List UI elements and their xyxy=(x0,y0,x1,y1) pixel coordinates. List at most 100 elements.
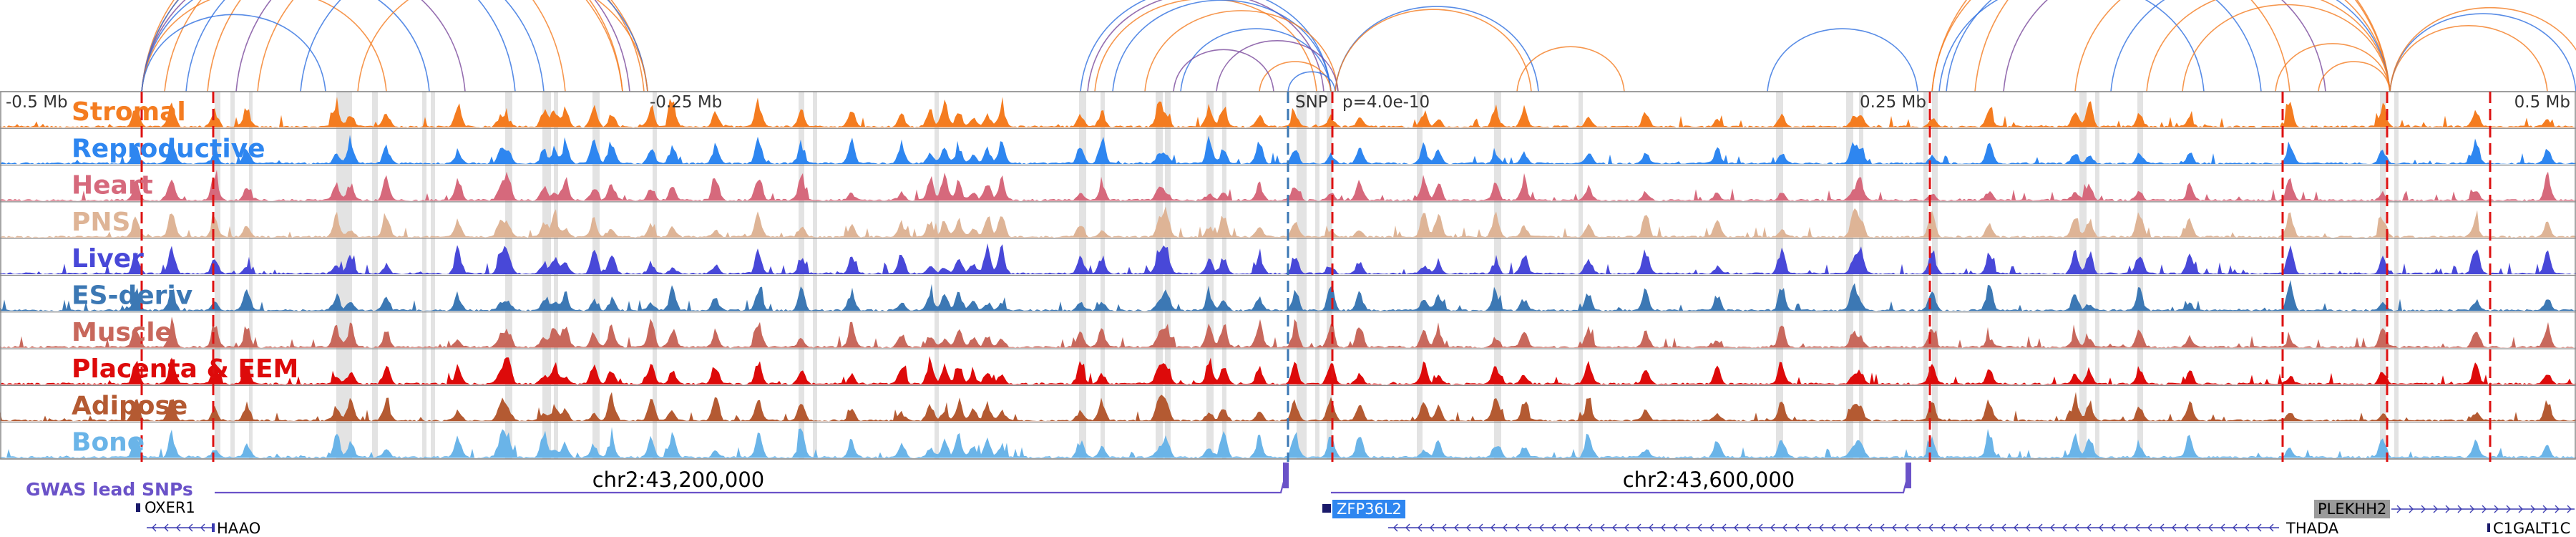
strand-arrow xyxy=(1855,523,1860,532)
track-label: PNS xyxy=(72,208,130,237)
strand-arrow xyxy=(2433,505,2438,513)
strand-arrow xyxy=(2026,523,2031,532)
strand-arrow xyxy=(2014,523,2019,532)
scale-axis: -0.5 Mb -0.25 Mb 0.25 Mb 0.5 Mb SNP p=4.0e-10 xyxy=(6,93,2570,112)
strand-arrow xyxy=(1515,523,1520,532)
strand-arrow xyxy=(200,523,205,532)
gwas-snp-marker xyxy=(1906,463,1911,488)
axis-tick-label: 0.25 Mb xyxy=(1860,93,1926,112)
strand-arrow xyxy=(1661,523,1666,532)
dashed-markers-layer xyxy=(140,92,2492,462)
strand-arrow xyxy=(1770,523,1775,532)
strand-arrow xyxy=(1393,523,1398,532)
strand-arrow xyxy=(2050,523,2055,532)
strand-arrow xyxy=(1405,523,1410,532)
strand-arrow xyxy=(1904,523,1909,532)
strand-arrow xyxy=(2457,505,2462,513)
loop-arc xyxy=(2074,0,2391,92)
strand-arrow xyxy=(1600,523,1605,532)
strand-arrow xyxy=(2421,505,2426,513)
strand-arrow xyxy=(1892,523,1897,532)
strand-arrow xyxy=(1989,523,1994,532)
strand-arrow xyxy=(1965,523,1970,532)
strand-arrow xyxy=(1636,523,1641,532)
gene-exon xyxy=(1322,504,1331,513)
track-labels-layer: Stromal Reproductive Heart PNS Liver ES-deriv… xyxy=(72,97,298,458)
track-es-deriv xyxy=(0,274,2576,311)
gwas-snp-marker xyxy=(1283,463,1289,488)
track-label: Reproductive xyxy=(72,134,265,163)
strand-arrow xyxy=(1722,523,1727,532)
strand-arrow xyxy=(188,523,193,532)
loop-arc xyxy=(357,0,648,92)
signal-area xyxy=(0,135,2576,165)
loop-arc xyxy=(141,14,326,92)
strand-arrow xyxy=(2147,523,2152,532)
strand-arrow xyxy=(1941,523,1946,532)
strand-arrow xyxy=(1709,523,1714,532)
strand-arrow xyxy=(2269,523,2274,532)
strand-arrow xyxy=(1588,523,1593,532)
loop-arc xyxy=(1335,6,1539,92)
strand-arrow xyxy=(2396,505,2401,513)
track-label: Heart xyxy=(72,171,153,200)
track-label: Liver xyxy=(72,244,144,274)
track-placenta-eem xyxy=(0,348,2576,384)
axis-tick-label: 0.5 Mb xyxy=(2514,93,2570,112)
strand-arrow xyxy=(1868,523,1873,532)
strand-arrow xyxy=(1697,523,1702,532)
loop-arc xyxy=(1259,61,1332,92)
strand-arrow xyxy=(1442,523,1447,532)
track-label: ES-deriv xyxy=(72,281,192,311)
coord-label: chr2:43,200,000 xyxy=(592,468,765,492)
loop-arc xyxy=(2389,13,2576,92)
strand-arrow xyxy=(1491,523,1496,532)
track-label: Muscle xyxy=(72,318,172,347)
strand-arrow xyxy=(2099,523,2104,532)
loop-arc xyxy=(2182,4,2391,92)
strand-arrow xyxy=(1953,523,1958,532)
gene-label-zfp36l2: ZFP36L2 xyxy=(1337,500,1402,518)
coord-label: chr2:43,600,000 xyxy=(1623,468,1795,492)
strand-arrow xyxy=(2111,523,2116,532)
strand-arrow xyxy=(1418,523,1423,532)
loop-arc xyxy=(1767,28,1918,92)
loop-arc xyxy=(1216,40,1339,92)
strand-arrow xyxy=(2506,505,2511,513)
gene-exon xyxy=(2487,523,2490,532)
strand-arrow xyxy=(1977,523,1982,532)
loop-arc xyxy=(141,0,387,92)
loop-arc xyxy=(257,0,645,92)
loop-arc xyxy=(235,0,630,92)
gene-label-oxer1: OXER1 xyxy=(145,499,195,516)
strand-arrow xyxy=(2172,523,2177,532)
strand-arrow xyxy=(1527,523,1532,532)
gwas-connector xyxy=(1331,465,1912,494)
strand-arrow xyxy=(2074,523,2079,532)
strand-arrow xyxy=(1466,523,1471,532)
strand-arrow xyxy=(1758,523,1763,532)
strand-arrow xyxy=(2482,505,2487,513)
loop-arc xyxy=(300,0,648,92)
strand-arrow xyxy=(2530,505,2535,513)
strand-arrow xyxy=(1624,523,1629,532)
track-label: Bone xyxy=(72,428,145,458)
loop-arc xyxy=(1094,0,1317,92)
strand-arrow xyxy=(2208,523,2213,532)
strand-arrow xyxy=(1478,523,1483,532)
loop-arc xyxy=(1287,71,1336,92)
gene-highlight-box xyxy=(2314,500,2390,518)
strand-arrow xyxy=(1685,523,1690,532)
gene-exon xyxy=(212,523,215,532)
track-label: Placenta & EEM xyxy=(72,354,298,384)
loop-arc xyxy=(1946,0,2262,92)
strand-arrow xyxy=(2494,505,2499,513)
loop-arc xyxy=(141,0,566,92)
strand-arrow xyxy=(164,523,169,532)
loop-arc xyxy=(2110,0,2391,92)
snp-label: SNP xyxy=(1295,93,1328,112)
strand-arrow xyxy=(2087,523,2092,532)
gene-label-c1galt1c: C1GALT1C xyxy=(2493,520,2570,537)
loop-arc xyxy=(141,0,516,92)
